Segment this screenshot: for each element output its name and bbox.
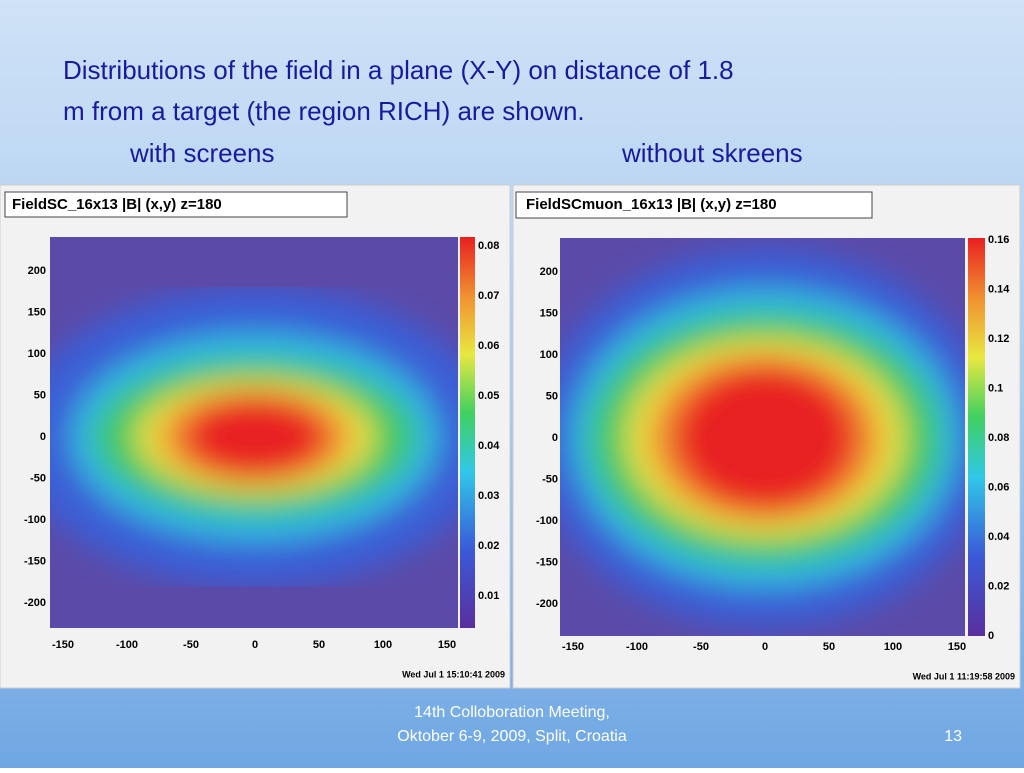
y-tick-label: 100 <box>28 348 46 360</box>
panel-title-box <box>515 191 873 219</box>
x-tick-label: -100 <box>116 639 138 651</box>
y-tick-label: 200 <box>28 265 46 277</box>
y-tick-label: -150 <box>536 556 558 568</box>
x-tick-label: -50 <box>693 641 709 653</box>
x-tick-label: 0 <box>252 639 258 651</box>
panel-title: FieldSC_16x13 |B| (x,y) z=180 <box>12 196 222 213</box>
y-tick-label: 150 <box>28 306 46 318</box>
x-tick-label: 100 <box>884 641 902 653</box>
y-tick-label: -50 <box>30 472 46 484</box>
colorbar-tick-label: 0.14 <box>988 283 1010 295</box>
colorbar-tick-label: 0.06 <box>478 340 499 352</box>
y-tick-label: -200 <box>536 598 558 610</box>
x-tick-label: -100 <box>626 641 648 653</box>
colorbar-tick-label: 0.01 <box>478 590 499 602</box>
colorbar-tick-label: 0.05 <box>478 390 499 402</box>
x-tick-label: 50 <box>823 641 835 653</box>
colorbar-tick-label: 0.02 <box>478 540 499 552</box>
colorbar <box>968 238 985 636</box>
y-tick-label: -100 <box>536 515 558 527</box>
panel-title: FieldSCmuon_16x13 |B| (x,y) z=180 <box>526 196 777 213</box>
colorbar-tick-label: 0.06 <box>988 481 1009 493</box>
caption: without skreens <box>621 138 803 168</box>
page-number: 13 <box>944 728 962 745</box>
x-tick-label: 0 <box>762 641 768 653</box>
colorbar-tick-label: 0.08 <box>988 432 1009 444</box>
y-tick-label: 200 <box>540 266 558 278</box>
y-tick-label: 50 <box>546 390 558 402</box>
colorbar-tick-label: 0.04 <box>988 531 1010 543</box>
y-tick-label: -50 <box>542 473 558 485</box>
heatmap-clip <box>560 248 965 628</box>
y-tick-label: 150 <box>540 307 558 319</box>
x-tick-label: 50 <box>313 639 325 651</box>
heatmap-clip <box>15 287 495 587</box>
colorbar-tick-label: 0.08 <box>478 240 499 252</box>
layer <box>185 397 325 477</box>
colorbar-tick-label: 0.02 <box>988 580 1009 592</box>
caption: with screens <box>129 138 275 168</box>
y-tick-label: 50 <box>34 389 46 401</box>
layer <box>675 366 855 510</box>
y-tick-label: -100 <box>24 514 46 526</box>
colorbar-tick-label: 0.16 <box>988 234 1009 246</box>
heatmap-layers <box>560 248 965 628</box>
heatmap-contours <box>15 287 495 587</box>
y-tick-label: 100 <box>540 349 558 361</box>
title-line: m from a target (the region RICH) are sh… <box>63 96 585 126</box>
colorbar-tick-label: 0.1 <box>988 382 1003 394</box>
colorbar-tick-label: 0.04 <box>478 440 500 452</box>
x-tick-label: -150 <box>52 639 74 651</box>
x-tick-label: 100 <box>374 639 392 651</box>
colorbar-tick-label: 0.03 <box>478 490 499 502</box>
timestamp: Wed Jul 1 11:19:58 2009 <box>913 671 1015 681</box>
heatmap-layers <box>15 287 495 587</box>
y-tick-label: 0 <box>552 432 558 444</box>
x-tick-label: 150 <box>948 641 966 653</box>
y-tick-label: -150 <box>24 555 46 567</box>
footer-line: Oktober 6-9, 2009, Split, Croatia <box>397 728 627 745</box>
y-tick-label: 0 <box>40 431 46 443</box>
colorbar <box>460 237 475 628</box>
colorbar-tick-label: 0 <box>988 630 994 642</box>
colorbar-tick-label: 0.12 <box>988 333 1009 345</box>
x-tick-label: 150 <box>438 639 456 651</box>
title-line: Distributions of the field in a plane (X… <box>63 55 734 85</box>
colorbar-tick-label: 0.07 <box>478 290 499 302</box>
panel-title-box <box>4 191 348 218</box>
x-tick-label: -150 <box>562 641 584 653</box>
x-tick-label: -50 <box>183 639 199 651</box>
timestamp: Wed Jul 1 15:10:41 2009 <box>402 669 505 679</box>
y-tick-label: -200 <box>24 597 46 609</box>
footer-line: 14th Colloboration Meeting, <box>414 704 610 721</box>
